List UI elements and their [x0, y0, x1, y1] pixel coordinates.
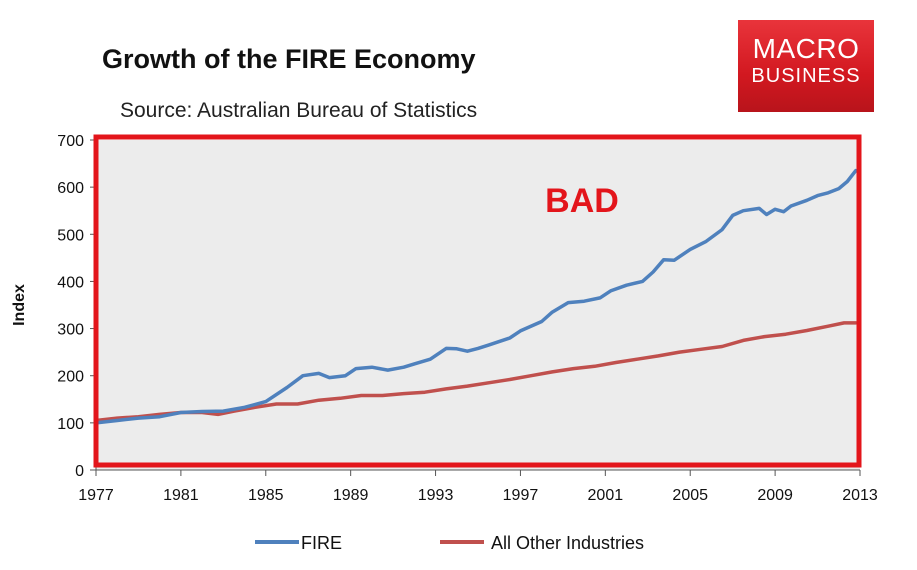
x-tick-label: 2013: [842, 487, 878, 504]
x-tick-label: 1985: [248, 487, 284, 504]
plot-area: [96, 140, 860, 470]
y-tick-label: 400: [57, 274, 84, 291]
logo-line-1: MACRO: [752, 33, 860, 64]
chart-subtitle: Source: Australian Bureau of Statistics: [120, 99, 478, 122]
logo-line-2: BUSINESS: [751, 65, 861, 87]
y-tick-label: 500: [57, 227, 84, 244]
x-tick-label: 1989: [333, 487, 369, 504]
x-tick-label: 1977: [78, 487, 114, 504]
x-tick-label: 1997: [503, 487, 539, 504]
y-tick-label: 700: [57, 133, 84, 150]
legend: FIRE All Other Industries: [255, 533, 644, 553]
x-tick-label: 1981: [163, 487, 199, 504]
legend-label-all-other-industries: All Other Industries: [491, 533, 644, 553]
y-tick-label: 100: [57, 416, 84, 433]
series-layer: [94, 168, 858, 425]
y-axis-label: Index: [11, 284, 28, 326]
x-tick-label: 2009: [757, 487, 793, 504]
y-tick-label: 600: [57, 180, 84, 197]
macro-business-logo: MACRO BUSINESS: [738, 20, 874, 112]
x-tick-label: 2001: [588, 487, 624, 504]
x-tick-label: 2005: [672, 487, 708, 504]
y-tick-label: 200: [57, 369, 84, 386]
y-tick-label: 0: [75, 463, 84, 480]
x-tick-label: 1993: [418, 487, 454, 504]
annotation-bad: BAD: [545, 182, 619, 220]
legend-label-fire: FIRE: [301, 533, 342, 553]
chart-title: Growth of the FIRE Economy: [102, 44, 476, 74]
series-line-fire: [94, 168, 858, 425]
series-line-all-other-industries: [94, 321, 858, 423]
y-tick-label: 300: [57, 322, 84, 339]
highlight-box: [93, 134, 862, 468]
